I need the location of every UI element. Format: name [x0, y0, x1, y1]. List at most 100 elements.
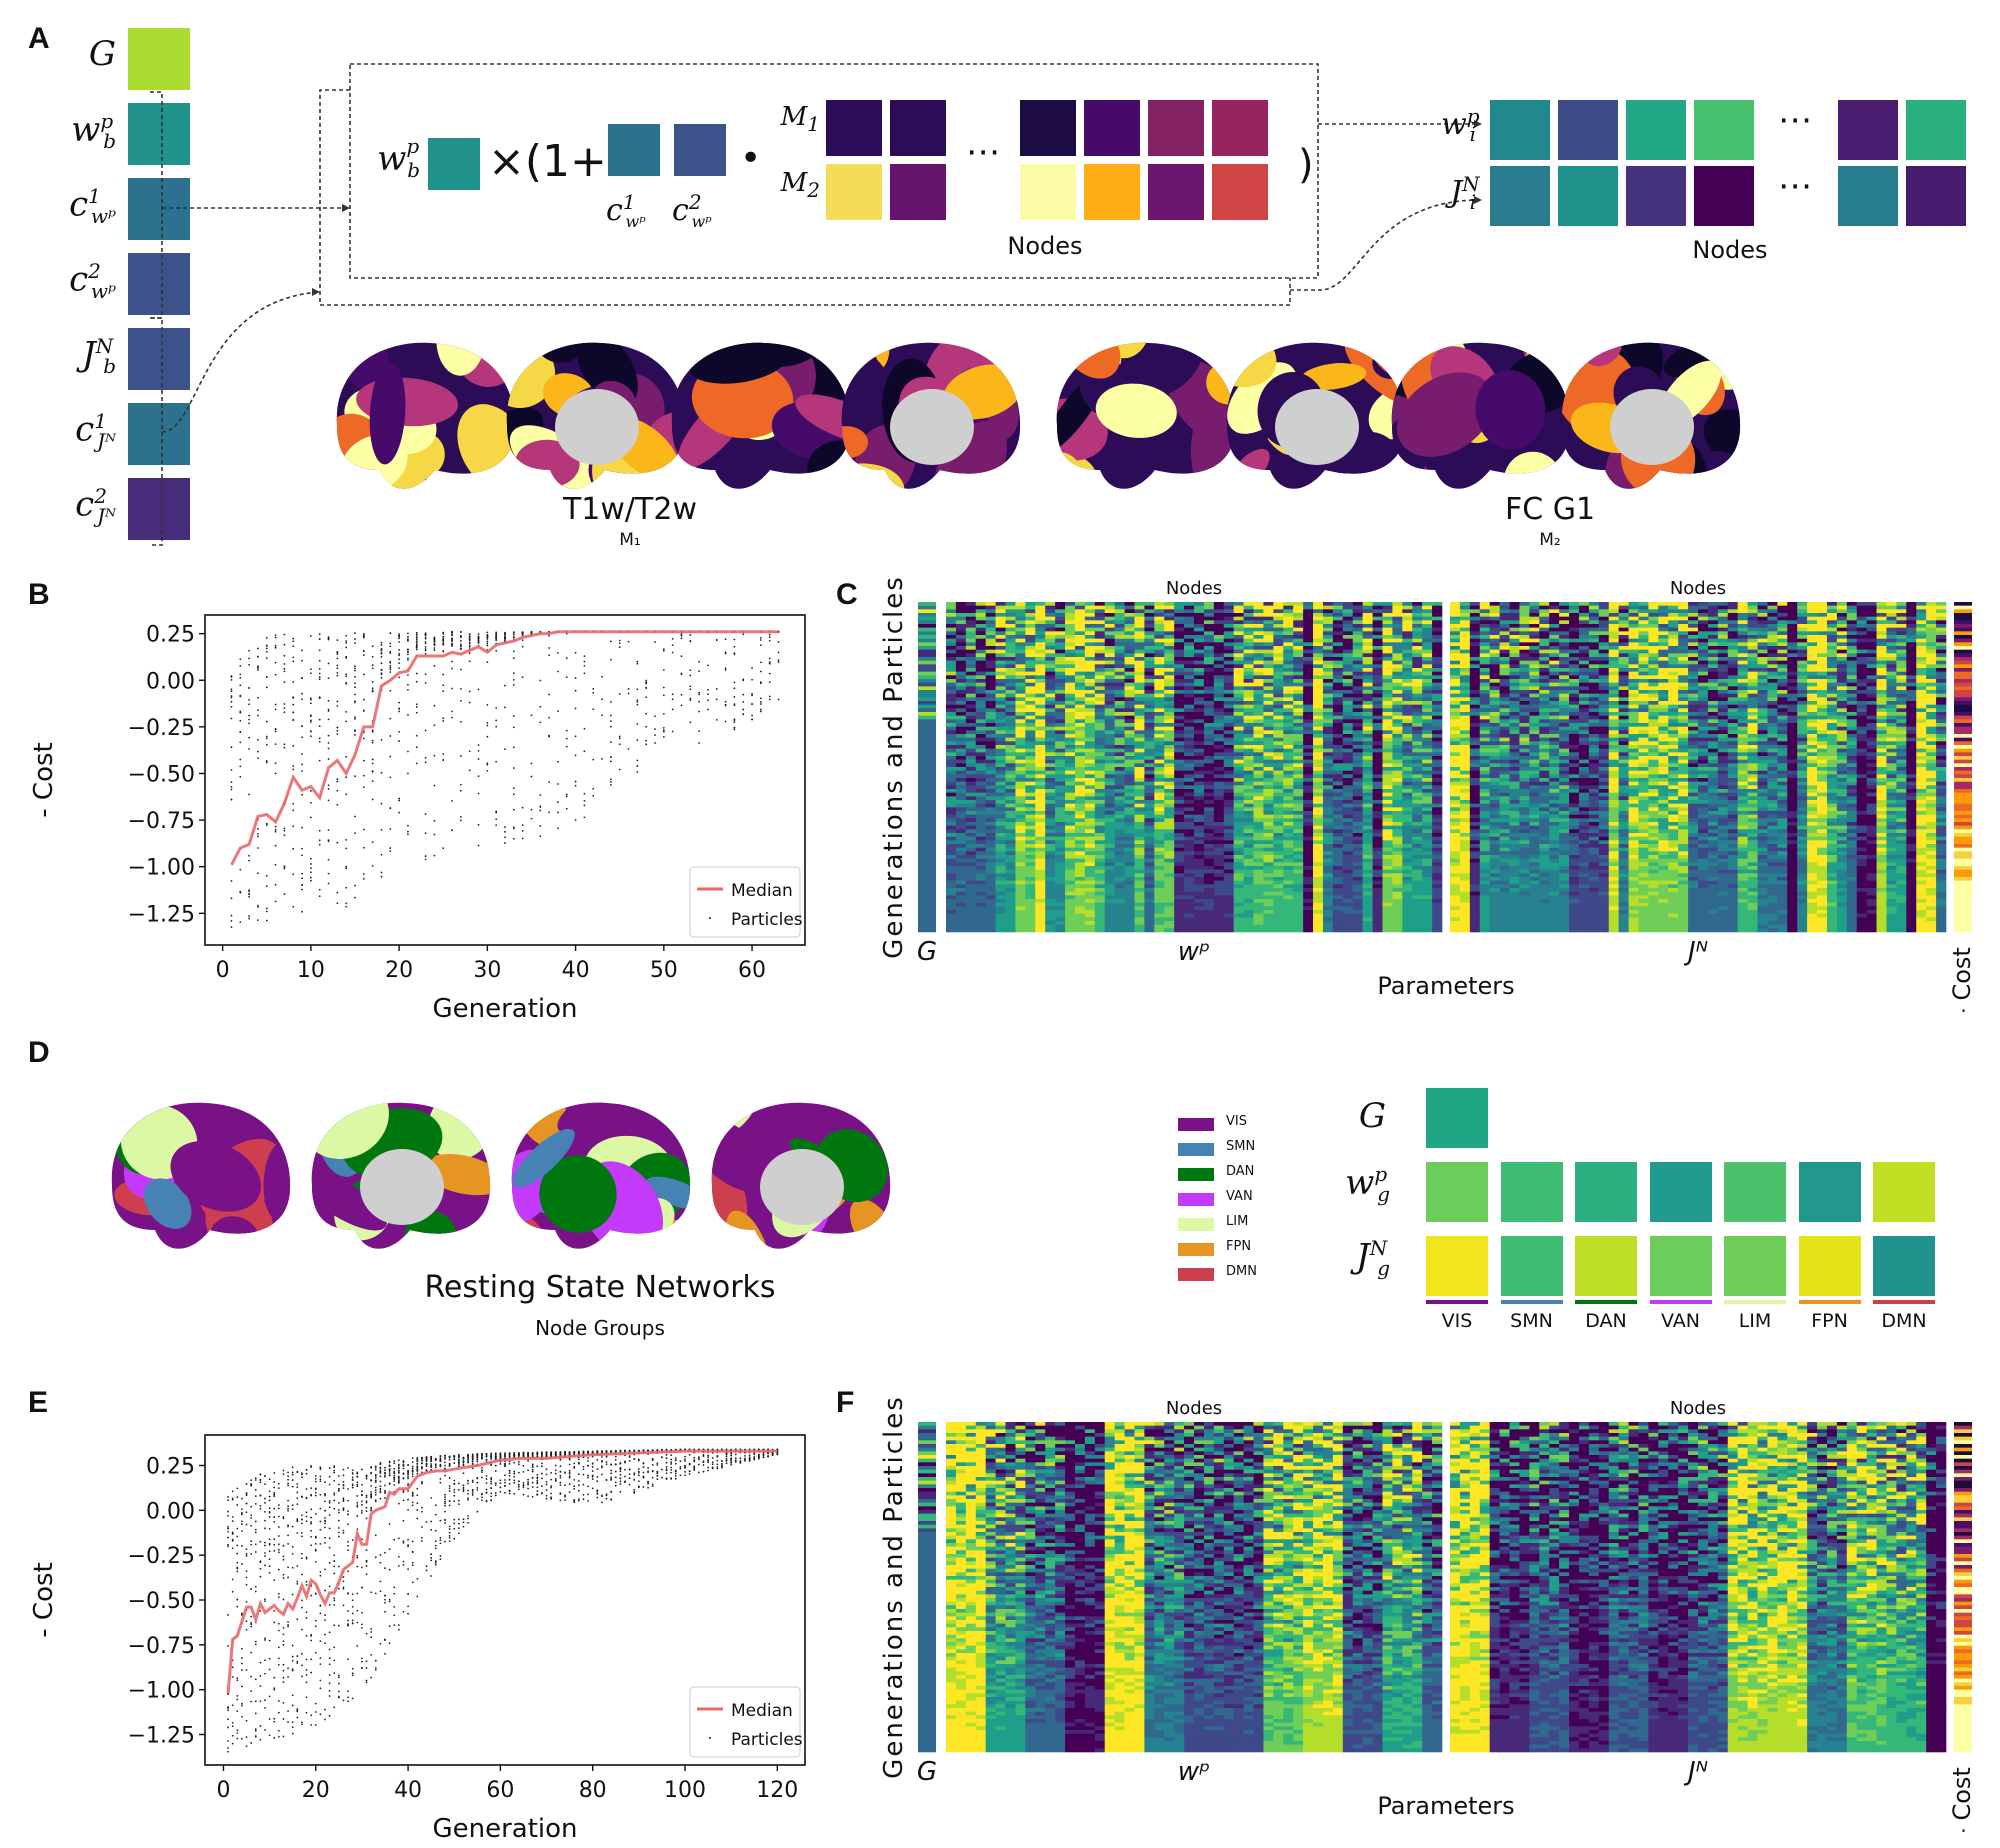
- param-square-2: [128, 178, 190, 240]
- particle-point: [565, 737, 568, 740]
- particle-point: [384, 1475, 386, 1478]
- x-tick-label: 120: [756, 1778, 798, 1803]
- particle-point: [517, 1452, 520, 1454]
- particle-point: [415, 638, 418, 641]
- particle-point: [637, 1449, 640, 1452]
- particle-point: [245, 1620, 248, 1623]
- particle-point: [471, 1494, 474, 1496]
- particle-point: [471, 1492, 474, 1494]
- particle-point: [245, 1492, 248, 1494]
- wi-cell: [1694, 100, 1754, 160]
- particle-point: [430, 1466, 433, 1469]
- particle-point: [768, 636, 771, 638]
- particle-point: [318, 895, 321, 898]
- particle-point: [333, 1560, 336, 1563]
- particle-point: [439, 1455, 442, 1458]
- particle-point: [583, 655, 586, 658]
- particle-point: [296, 1618, 299, 1621]
- particle-point: [389, 671, 392, 673]
- particle-point: [628, 1473, 631, 1476]
- particle-point: [716, 1455, 719, 1458]
- ji-cell: [1906, 166, 1966, 226]
- particle-point: [291, 1473, 294, 1476]
- jn-heatmap-block: [1450, 602, 1947, 933]
- panel-letter-a: A: [28, 22, 50, 56]
- particle-point: [583, 672, 586, 675]
- particle-point: [459, 815, 462, 818]
- median-line: [230, 630, 779, 866]
- particle-point: [624, 1480, 626, 1483]
- particle-point: [453, 1494, 456, 1497]
- particle-point: [439, 1558, 442, 1560]
- particle-point: [442, 717, 445, 720]
- particle-point: [310, 1522, 313, 1525]
- particle-point: [333, 1466, 336, 1469]
- particle-point: [259, 1473, 262, 1476]
- particle-point: [490, 1482, 493, 1485]
- particle-point: [619, 1462, 622, 1464]
- particle-point: [259, 1494, 262, 1497]
- y-tick-label: −1.25: [128, 902, 195, 927]
- particle-point: [654, 734, 656, 737]
- particle-point: [564, 1451, 566, 1454]
- particle-point: [291, 1726, 294, 1729]
- particle-point: [231, 1666, 234, 1669]
- particle-point: [296, 1580, 299, 1583]
- particle-point: [568, 1476, 571, 1479]
- particle-point: [274, 828, 277, 831]
- particle-point: [504, 636, 506, 639]
- particle-point: [370, 1485, 373, 1487]
- particle-point: [371, 655, 374, 658]
- particle-point: [596, 1492, 599, 1495]
- particle-point: [362, 632, 365, 635]
- particle-point: [451, 634, 453, 637]
- particle-point: [582, 1483, 585, 1486]
- particle-point: [645, 681, 648, 684]
- particle-point: [430, 1458, 433, 1460]
- particle-point: [684, 1455, 686, 1458]
- particle-point: [618, 639, 621, 642]
- particle-point: [513, 1492, 516, 1495]
- particle-point: [370, 1591, 373, 1594]
- legend-particles-label: Particles: [731, 1730, 803, 1750]
- particle-point: [291, 1466, 294, 1469]
- particle-point: [328, 1657, 331, 1660]
- particle-point: [517, 1453, 520, 1456]
- particle-point: [645, 739, 648, 742]
- particle-point: [393, 1474, 396, 1477]
- x-tick-label: 60: [738, 958, 766, 983]
- particle-point: [433, 724, 436, 727]
- particle-point: [380, 853, 383, 856]
- particle-point: [777, 641, 780, 643]
- particle-point: [282, 1633, 285, 1636]
- particle-point: [707, 1469, 709, 1472]
- particle-point: [365, 1517, 368, 1520]
- particle-point: [671, 730, 674, 733]
- particle-point: [248, 890, 251, 893]
- particle-point: [486, 631, 489, 634]
- legend-particles-swatch: [709, 1737, 711, 1739]
- particle-point: [651, 1469, 654, 1472]
- particle-point: [328, 1467, 331, 1469]
- particle-point: [457, 1527, 460, 1530]
- particle-point: [610, 1476, 613, 1479]
- particle-point: [250, 1623, 253, 1626]
- particle-point: [365, 1500, 368, 1503]
- particle-point: [354, 884, 356, 887]
- particle-point: [351, 1539, 354, 1541]
- particle-point: [319, 1604, 322, 1607]
- particle-point: [231, 1547, 234, 1550]
- particle-point: [356, 1592, 359, 1595]
- bracket-wp: [150, 91, 163, 319]
- particle-point: [495, 633, 498, 636]
- particle-point: [573, 1450, 576, 1453]
- particle-point: [407, 1545, 409, 1548]
- panel-a-connectors: [150, 63, 1482, 546]
- particle-point: [733, 703, 736, 706]
- particle-point: [411, 1457, 414, 1460]
- particle-point: [636, 688, 639, 691]
- particle-point: [759, 644, 762, 647]
- particle-point: [444, 1464, 446, 1467]
- particle-point: [347, 1700, 349, 1703]
- particle-point: [433, 647, 436, 649]
